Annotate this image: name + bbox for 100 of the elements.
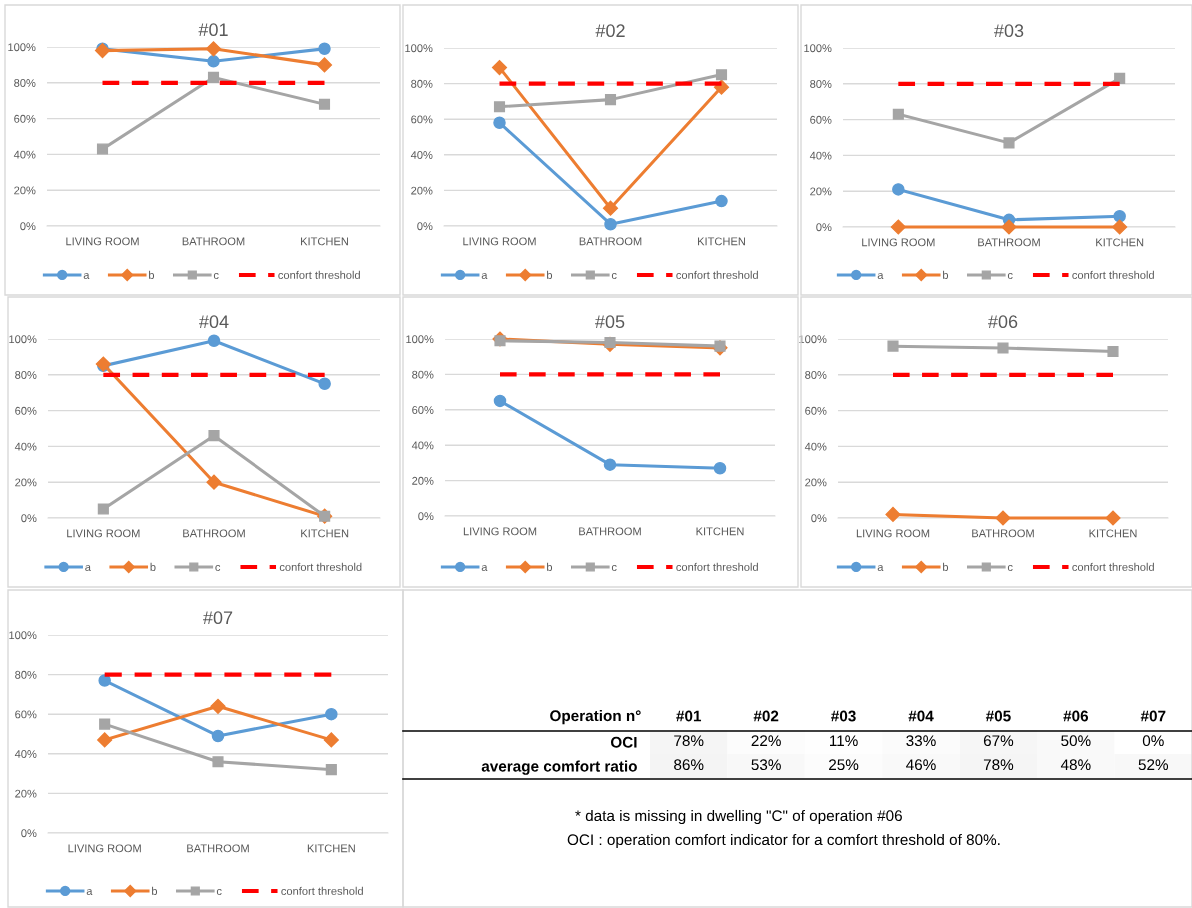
y-tick-label: 100% xyxy=(8,43,36,52)
chart-title: #06 xyxy=(988,315,1018,329)
data-label: 11% xyxy=(830,735,858,747)
x-tick-label: LIVING ROOM xyxy=(856,529,930,538)
y-tick-label: 40% xyxy=(804,442,827,451)
y-tick-label: 20% xyxy=(15,478,37,487)
legend-label: c xyxy=(611,564,617,571)
data-label: 67% xyxy=(983,735,1014,747)
data-label: 78% xyxy=(983,759,1014,771)
legend-label: b xyxy=(547,562,553,571)
legend-label: b xyxy=(943,270,949,279)
y-tick-label: 40% xyxy=(13,150,36,159)
y-tick-label: 80% xyxy=(805,371,827,379)
chart-title: #04 xyxy=(199,315,229,329)
y-tick-label: 80% xyxy=(412,370,434,379)
y-tick-label: OCI xyxy=(610,736,637,748)
y-tick-label: 0% xyxy=(20,222,36,231)
y-tick-label: 80% xyxy=(411,79,433,88)
x-tick-label: LIVING ROOM xyxy=(862,238,935,247)
y-tick-label: 0% xyxy=(21,514,37,523)
y-tick-label: 80% xyxy=(15,371,37,379)
y-tick-label: 100% xyxy=(9,335,37,344)
y-tick-label: 60% xyxy=(412,406,434,414)
legend-label: a xyxy=(83,272,90,279)
text: * data is missing in dwelling "C" of operation #06 xyxy=(575,809,902,825)
text: OCI : operation comfort indicator for a comfort threshold of 80%. xyxy=(567,833,1000,849)
y-tick-label: 40% xyxy=(14,750,37,758)
legend-label: confort threshold xyxy=(676,270,758,279)
data-label: 53% xyxy=(751,759,781,771)
y-tick-label: 60% xyxy=(15,710,37,719)
data-label: 78% xyxy=(674,735,704,747)
y-tick-label: 60% xyxy=(14,114,36,123)
x-tick-label: BATHROOM xyxy=(187,844,249,853)
legend-label: a xyxy=(85,564,91,571)
y-tick-label: 40% xyxy=(14,442,37,451)
y-tick-label: 60% xyxy=(805,406,827,415)
chart-title: #07 xyxy=(203,611,233,625)
legend-label: confort threshold xyxy=(676,562,758,571)
x-tick-label: BATHROOM xyxy=(579,237,642,246)
legend-label: confort threshold xyxy=(1072,270,1154,279)
legend-label: c xyxy=(611,272,617,279)
legend-label: a xyxy=(86,888,93,895)
y-tick-label: 60% xyxy=(810,115,832,124)
x-tick-label: #07 xyxy=(1140,710,1166,722)
x-tick-label: KITCHEN xyxy=(696,527,744,536)
data-label: 25% xyxy=(829,759,859,771)
data-label: 46% xyxy=(906,759,936,771)
x-tick-label: KITCHEN xyxy=(1096,238,1144,247)
y-tick-label: 80% xyxy=(14,79,36,87)
data-label: 52% xyxy=(1138,759,1169,771)
legend-label: b xyxy=(943,562,949,571)
legend-label: confort threshold xyxy=(281,886,363,895)
y-tick-label: 20% xyxy=(411,186,433,195)
y-tick-label: 0% xyxy=(417,222,433,231)
data-label: 0% xyxy=(1142,735,1164,747)
x-tick-label: #06 xyxy=(1063,710,1089,722)
x-tick-label: #02 xyxy=(753,710,779,722)
legend-label: confort threshold xyxy=(278,270,360,279)
y-tick-label: 80% xyxy=(15,670,37,679)
legend-label: c xyxy=(1007,272,1013,279)
chart-title: #02 xyxy=(595,24,625,38)
legend-label: a xyxy=(877,272,884,279)
y-tick-label: 20% xyxy=(412,476,434,485)
chart-title: #03 xyxy=(994,24,1024,38)
y-tick-label: 100% xyxy=(9,631,37,640)
legend-label: a xyxy=(481,564,488,571)
y-tick-label: 100% xyxy=(405,44,433,53)
x-tick-label: BATHROOM xyxy=(182,237,245,246)
legend-label: b xyxy=(149,270,155,279)
legend-label: c xyxy=(213,272,219,279)
y-tick-label: 80% xyxy=(810,80,832,88)
x-tick-label: BATHROOM xyxy=(978,238,1040,247)
data-label: 33% xyxy=(906,735,936,747)
legend-label: confort threshold xyxy=(1072,562,1154,571)
x-tick-label: KITCHEN xyxy=(1089,529,1137,538)
x-tick-label: LIVING ROOM xyxy=(463,527,537,536)
y-tick-label: 60% xyxy=(411,115,433,124)
x-tick-label: #05 xyxy=(985,710,1011,722)
x-tick-label: KITCHEN xyxy=(301,529,349,538)
y-tick-label: 20% xyxy=(14,186,36,195)
x-tick-label: #01 xyxy=(676,710,702,722)
y-tick-label: 20% xyxy=(15,789,37,798)
y-tick-label: 0% xyxy=(811,514,827,523)
y-tick-label: 20% xyxy=(805,478,827,487)
legend-label: b xyxy=(150,562,156,571)
legend-label: confort threshold xyxy=(279,562,362,571)
legend-label: c xyxy=(216,888,222,895)
y-tick-label: 0% xyxy=(816,223,832,232)
chart-title: #01 xyxy=(198,23,228,37)
y-tick-label: 60% xyxy=(15,406,37,415)
x-tick-label: KITCHEN xyxy=(301,237,348,246)
legend-label: b xyxy=(547,270,553,279)
y-tick-label: 40% xyxy=(410,151,433,159)
y-tick-label: 100% xyxy=(799,335,827,344)
y-tick-label: 40% xyxy=(809,151,832,160)
y-tick-label: 0% xyxy=(418,512,434,521)
data-label: 50% xyxy=(1061,735,1091,747)
y-tick-label: 100% xyxy=(406,335,434,344)
legend-label: a xyxy=(481,272,488,279)
x-tick-label: LIVING ROOM xyxy=(463,237,536,246)
